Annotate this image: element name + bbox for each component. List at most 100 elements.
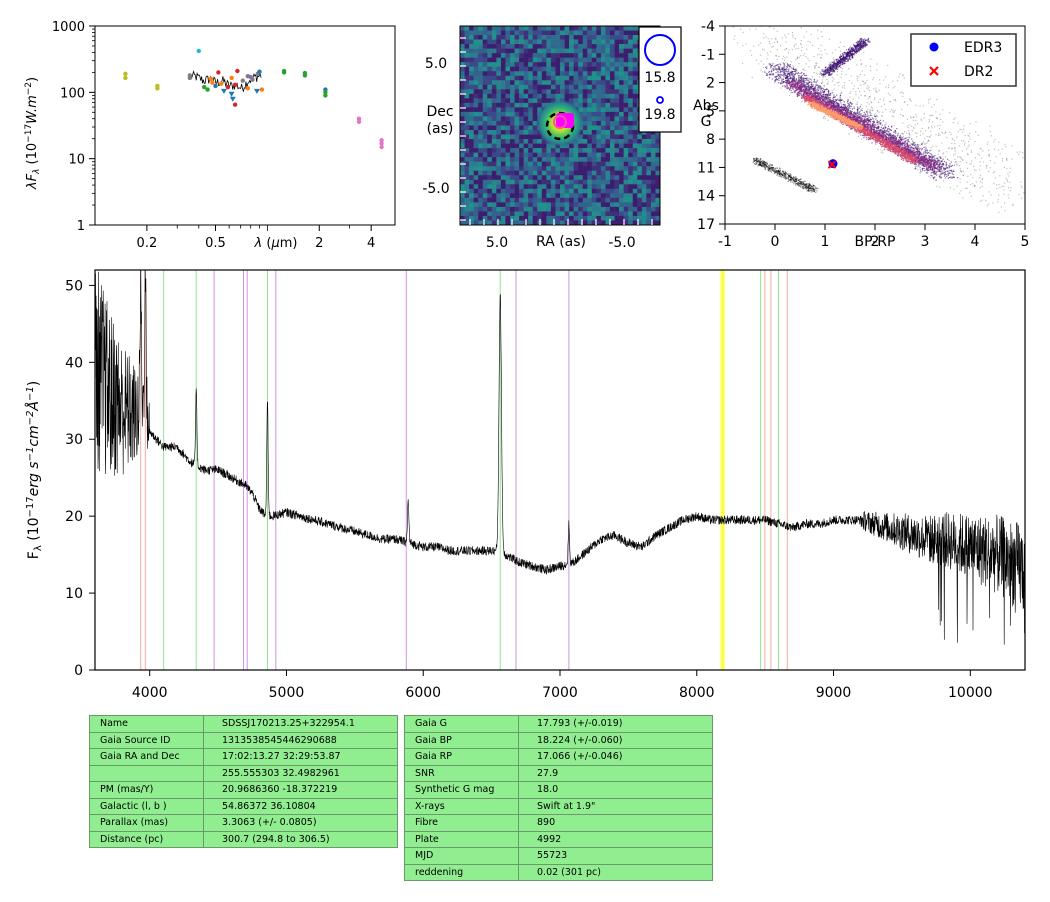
info-left-value: 20.9686360 -18.372219 [203, 781, 398, 799]
sed-point [379, 138, 384, 143]
info-left-row: Gaia Source ID 1313538545446290688 [89, 731, 398, 749]
info-right-key: X-rays [404, 797, 519, 815]
sed-point [229, 96, 236, 102]
hr-ytick-label: -1 [701, 47, 715, 63]
target-circle [553, 115, 567, 129]
sed-point [210, 80, 215, 85]
sed-point [245, 86, 250, 91]
info-left-key: Name [89, 715, 204, 733]
cutout-xtick-label: -5.0 [608, 235, 635, 251]
info-right-value: 0.02 (301 pc) [518, 863, 713, 881]
hr-ytick-label: 11 [697, 160, 715, 176]
info-table-right: Gaia G 17.793 (+/-0.019) Gaia BP 18.224 (+/… [404, 715, 713, 881]
info-left-row: Parallax (mas) 3.3063 (+/- 0.0805) [89, 814, 398, 832]
hr-legend: EDR3 DR2 [910, 33, 1017, 87]
sed-xtick-label: 0.5 [205, 236, 226, 251]
cutout-legend: 15.8 19.8 [638, 26, 682, 133]
sed-point [228, 91, 235, 97]
spectrum-xtick-label: 6000 [405, 685, 441, 701]
info-left-value: 3.3063 (+/- 0.0805) [203, 814, 398, 832]
sed-point [281, 70, 287, 75]
sed-point [196, 48, 201, 54]
sed-frame [94, 25, 396, 226]
info-right-key: Gaia RP [404, 748, 519, 766]
hr-density [732, 26, 1025, 213]
sed-panel: 1 10 100 1000 0.2 0.5 2 4 λ (μm) λFλ (10−17W.m−… [24, 20, 396, 251]
info-right-row: MJD 55723 [404, 847, 713, 865]
info-right-key: Plate [404, 830, 519, 848]
sed-point [302, 73, 308, 78]
sed-point [123, 75, 128, 81]
legend-faint-circle [656, 96, 664, 104]
hr-ytick-label: 17 [697, 217, 715, 233]
hr-ylabel-2: G [701, 114, 712, 130]
info-right-row: Synthetic G mag 18.0 [404, 781, 713, 799]
legend-dr2-marker [929, 66, 939, 76]
sed-ylabel: λFλ (10−17W.m−2) [24, 77, 42, 190]
info-left-row: Distance (pc) 300.7 (294.8 to 306.5) [89, 830, 398, 848]
info-left-key: Parallax (mas) [89, 814, 204, 832]
cutout-xtick-label: 5.0 [486, 235, 508, 251]
sed-ytick-label: 1000 [52, 20, 85, 35]
info-right-key: SNR [404, 764, 519, 782]
sed-point [379, 144, 384, 150]
info-left-key: Distance (pc) [89, 830, 204, 848]
info-right-row: Fibre 890 [404, 814, 713, 832]
info-right-value: 18.0 [518, 781, 713, 799]
legend-edr3-label: EDR3 [964, 40, 1002, 56]
sed-point [240, 78, 245, 83]
sed-point [208, 76, 214, 82]
info-right-key: Gaia G [404, 715, 519, 733]
hr-ytick-label: 8 [706, 132, 715, 148]
info-left-row: Name SDSSJ170213.25+322954.1 [89, 715, 398, 733]
info-right-value: 27.9 [518, 764, 713, 782]
hr-xtick-label: -1 [718, 234, 732, 250]
sed-xtick-label: 0.2 [137, 236, 158, 251]
cutout-panel: 5.0 -5.0 5.0 -5.0 15.8 19.8 RA (as) Dec (as… [422, 25, 682, 251]
sed-point [155, 86, 160, 91]
sed-point [257, 69, 262, 74]
info-right-key: MJD [404, 847, 519, 865]
cutout-ylabel-2: (as) [427, 121, 454, 137]
sed-point [323, 90, 328, 95]
sed-point [123, 71, 128, 77]
sed-point [250, 77, 255, 82]
info-left-key [89, 764, 204, 782]
spectrum-xtick-label: 7000 [542, 685, 578, 701]
info-right-key: Fibre [404, 814, 519, 832]
legend-bright-label: 15.8 [644, 70, 675, 86]
sed-point [232, 102, 238, 107]
hr-panel: -1 0 1 2 3 4 5 -4 -1 2 5 8 11 14 17 BP-RP Abs G EDR3 D… [693, 19, 1030, 250]
hr-ytick-label: 14 [697, 189, 715, 205]
info-right-key: reddening [404, 863, 519, 881]
spectrum-ytick-label: 30 [65, 432, 83, 448]
hr-xtick-label: 5 [1021, 234, 1030, 250]
legend-faint-label: 19.8 [644, 107, 675, 123]
info-left-key: Gaia RA and Dec [89, 748, 204, 766]
info-right-row: Gaia G 17.793 (+/-0.019) [404, 715, 713, 733]
info-left-row: 255.555303 32.4982961 [89, 764, 398, 782]
info-right-key: Gaia BP [404, 731, 519, 749]
info-right-row: X-rays Swift at 1.9" [404, 797, 713, 815]
spectrum-ytick-label: 40 [65, 355, 83, 371]
sed-ytick-label: 10 [68, 153, 85, 168]
sed-point [220, 88, 227, 94]
info-right-row: Gaia RP 17.066 (+/-0.046) [404, 748, 713, 766]
sed-point [323, 93, 328, 98]
hr-ytick-label: 5 [706, 104, 715, 120]
spectrum-ytick-label: 50 [65, 278, 83, 294]
info-right-value: 17.793 (+/-0.019) [518, 715, 713, 733]
sed-spectrum-line [190, 70, 262, 92]
sed-point [187, 75, 192, 81]
sed-point [253, 88, 260, 94]
spectrum-xtick-label: 4000 [132, 685, 168, 701]
cutout-ytick-label: 5.0 [425, 56, 447, 72]
info-left-value: SDSSJ170213.25+322954.1 [203, 715, 398, 733]
sed-point [229, 75, 234, 81]
info-right-value: 18.224 (+/-0.060) [518, 731, 713, 749]
info-right-row: Plate 4992 [404, 830, 713, 848]
hr-ylabel-1: Abs [693, 98, 719, 114]
sed-xtick-label: 2 [315, 236, 323, 251]
hr-xtick-label: 0 [771, 234, 780, 250]
